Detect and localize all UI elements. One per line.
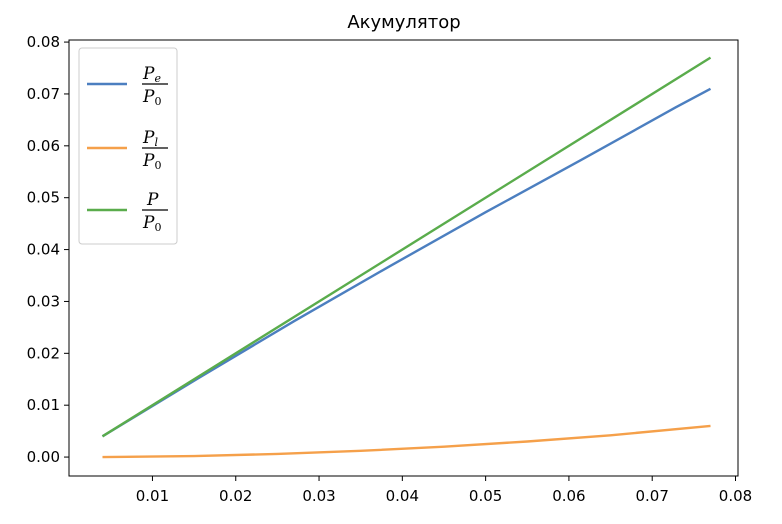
chart-title: Акумулятор [347,12,460,33]
y-tick-label: 0.08 [27,33,60,51]
legend-denominator: P0 [142,87,161,108]
y-tick-label: 0.02 [27,344,60,362]
y-tick-label: 0.00 [27,448,60,466]
x-tick-label: 0.01 [136,487,169,505]
series-line-2 [102,424,711,459]
y-tick-label: 0.03 [27,292,60,310]
legend-denominator: P0 [142,213,161,234]
x-tick-label: 0.08 [719,487,752,505]
legend-numerator: Pl [142,128,158,149]
legend-denominator: P0 [142,151,161,172]
legend-box [78,47,178,245]
y-tick-label: 0.01 [27,396,60,414]
legend-entry-3: P P0 [87,190,168,234]
series-line-1 [101,87,712,438]
y-tick-label: 0.07 [27,85,60,103]
legend-numerator: P [146,190,159,210]
y-tick-label: 0.05 [27,189,60,207]
x-tick-label: 0.03 [302,487,335,505]
x-tick-label: 0.04 [386,487,419,505]
y-tick-label: 0.04 [27,241,60,259]
y-tick-label: 0.06 [27,137,60,155]
x-tick-label: 0.05 [469,487,502,505]
series-line-3 [101,56,712,438]
legend-numerator: Pe [142,64,161,85]
axes-frame [68,39,739,477]
x-tick-label: 0.02 [219,487,252,505]
x-tick-label: 0.06 [552,487,585,505]
x-tick-label: 0.07 [636,487,669,505]
plot-area: 0.01 0.02 0.03 0.04 0.05 0.06 0.07 0.08 0.00 0.01… [27,33,753,505]
